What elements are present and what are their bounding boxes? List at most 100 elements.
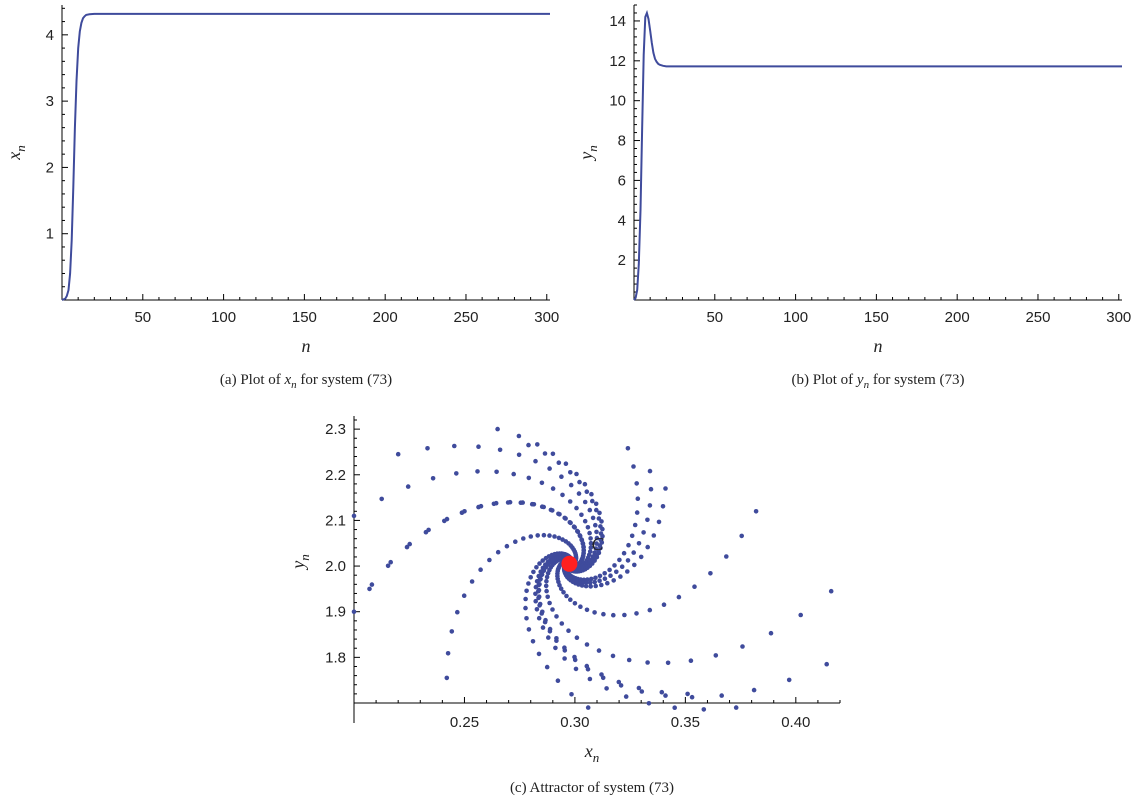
trajectory-point (544, 588, 549, 594)
y-tick-label: 12 (609, 53, 626, 70)
trajectory-point (689, 694, 695, 700)
trajectory-point (564, 593, 569, 599)
trajectory-point (534, 607, 540, 612)
trajectory-point (583, 580, 589, 586)
y-axis-label-base: y (576, 152, 596, 162)
trajectory-point (568, 597, 573, 602)
trajectory-point (599, 582, 604, 588)
trajectory-point (554, 636, 559, 641)
trajectory-point (430, 476, 436, 481)
trajectory-point (592, 550, 597, 556)
trajectory-point (580, 541, 586, 546)
trajectory-point (602, 576, 608, 581)
trajectory-point (578, 604, 583, 609)
trajectory-point (634, 611, 639, 616)
trajectory-point (534, 565, 539, 570)
trajectory-point (572, 654, 577, 660)
panel-caption-prefix: (b) Plot of (792, 372, 857, 388)
trajectory-point (469, 579, 475, 584)
trajectory-point (593, 575, 598, 581)
trajectory-point (369, 582, 375, 587)
trajectory-point (618, 574, 623, 579)
trajectory-point (619, 564, 625, 569)
trajectory-point (539, 572, 545, 577)
trajectory-point (634, 481, 639, 486)
trajectory-point (724, 554, 729, 559)
trajectory-point (590, 515, 596, 521)
trajectory-point (604, 686, 609, 691)
trajectory-point (550, 451, 556, 457)
trajectory-point (647, 607, 653, 613)
trajectory-point (622, 612, 627, 618)
y-tick-label: 14 (609, 13, 626, 30)
trajectory-point (561, 590, 566, 595)
trajectory-point (587, 507, 593, 513)
x-axis-label: n (302, 336, 311, 356)
trajectory-point (577, 533, 583, 538)
trajectory-point (824, 661, 829, 667)
trajectory-point (540, 558, 545, 563)
trajectory-point (425, 446, 430, 451)
trajectory-point (585, 705, 591, 710)
trajectory-point (531, 569, 536, 575)
trajectory-point (516, 433, 522, 439)
trajectory-point (395, 451, 401, 457)
trajectory-point (536, 594, 542, 599)
trajectory-point (740, 644, 745, 649)
trajectory-point (546, 635, 551, 640)
trajectory-point (665, 660, 671, 666)
trajectory-point (559, 474, 564, 480)
trajectory-point (541, 532, 547, 538)
trajectory-point (423, 529, 429, 535)
y-tick-label: 10 (609, 93, 626, 110)
trajectory-point (660, 504, 666, 509)
trajectory-point (651, 533, 657, 538)
trajectory-point (685, 691, 690, 697)
trajectory-point (524, 616, 529, 621)
panel-caption-sub: n (864, 379, 870, 391)
trajectory-point (719, 693, 724, 698)
trajectory-point (646, 701, 652, 706)
y-axis-label-base: x (4, 152, 24, 161)
trajectory-point (572, 601, 578, 606)
trajectory-point (487, 557, 492, 563)
trajectory-point (574, 505, 579, 511)
trajectory-point (533, 591, 538, 597)
trajectory-point (566, 628, 571, 633)
trajectory-point (459, 510, 465, 515)
trajectory-point (663, 486, 668, 491)
trajectory-point (733, 705, 739, 710)
trajectory-point (601, 611, 606, 617)
trajectory-point (475, 469, 480, 474)
trajectory-point (579, 583, 585, 588)
trajectory-point (552, 534, 557, 539)
trajectory-point (547, 466, 552, 471)
trajectory-point (661, 602, 667, 607)
trajectory-point (351, 513, 357, 519)
trajectory-point (585, 525, 591, 530)
trajectory-point (558, 586, 564, 591)
trajectory-point (476, 444, 481, 450)
trajectory-point (636, 541, 642, 546)
trajectory-point (676, 594, 682, 600)
trajectory-point (645, 544, 650, 550)
trajectory-point (562, 515, 567, 521)
trajectory-point (513, 539, 518, 544)
trajectory-point (598, 537, 603, 543)
trajectory-point (647, 503, 653, 508)
x-tick-label: 0.30 (560, 714, 589, 731)
trajectory-point (547, 600, 552, 606)
trajectory-point (692, 584, 697, 589)
trajectory-point (535, 533, 540, 538)
trajectory-point (632, 562, 637, 568)
x-tick-label: 200 (945, 309, 970, 326)
trajectory-point (575, 528, 580, 534)
trajectory-point (701, 707, 707, 712)
trajectory-point (526, 627, 532, 632)
x-tick-label: 300 (534, 309, 559, 326)
trajectory-point (625, 558, 631, 563)
y-tick-label: 1.8 (325, 649, 346, 666)
trajectory-point (567, 499, 573, 504)
trajectory-point (547, 626, 553, 632)
y-tick-label: 4 (46, 27, 54, 44)
